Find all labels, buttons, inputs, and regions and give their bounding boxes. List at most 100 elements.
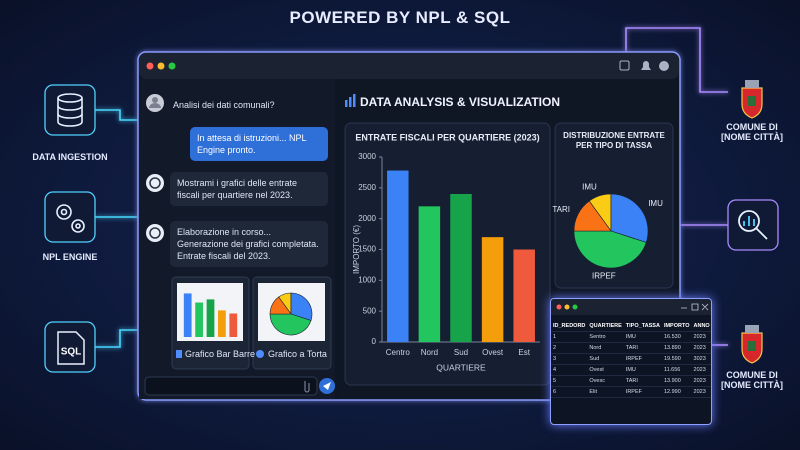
- table-cell: Nord: [587, 342, 624, 354]
- y-tick-label: 1500: [358, 245, 376, 254]
- node-box: [727, 199, 779, 251]
- pie-slice: [573, 230, 647, 269]
- thumbnail-label[interactable]: Grafico a Torta: [268, 349, 327, 359]
- crest-icon: [741, 325, 763, 364]
- y-tick-label: 0: [372, 337, 377, 346]
- table-cell: 13.900: [661, 375, 692, 387]
- y-axis-label: IMPORTO (€): [352, 225, 361, 274]
- table-cell: 2023: [691, 342, 711, 354]
- table-cell: Ovest: [587, 364, 624, 376]
- table-cell: 2: [551, 342, 588, 354]
- table-cell: IRPEF: [623, 386, 662, 398]
- gears-icon: [56, 204, 85, 233]
- table-cell: 2023: [691, 375, 711, 387]
- pie-slice: [610, 193, 649, 243]
- window-dot[interactable]: [146, 62, 154, 70]
- table-cell: IMU: [623, 331, 662, 343]
- pie-label: IMU: [648, 199, 663, 208]
- y-tick-label: 3000: [358, 152, 376, 161]
- pie-chart: IMU IMU IRPEF TARI: [552, 182, 663, 280]
- bar: [418, 206, 441, 342]
- window-dot[interactable]: [564, 304, 570, 310]
- pie-slice: [269, 313, 312, 336]
- table-row: 1 Sentro IMU 16.530 2023: [551, 331, 711, 343]
- node-label: DATA INGESTION: [32, 152, 108, 162]
- pie-label: TARI: [552, 205, 570, 214]
- connector: [95, 109, 138, 121]
- bar: [481, 237, 504, 342]
- bar: [450, 194, 472, 342]
- search-icon: [738, 210, 768, 240]
- table-cell: 3023: [691, 353, 711, 365]
- node-label: NPL ENGINE: [42, 252, 98, 262]
- window-icon[interactable]: [619, 60, 630, 71]
- table-cell: TARI: [623, 375, 662, 387]
- table-cell: 12.990: [661, 386, 692, 398]
- mini-pie-chart: [269, 292, 313, 336]
- thumbnail-label[interactable]: Grafico Bar Barre: [185, 349, 256, 359]
- bar: [387, 170, 409, 342]
- chat-message: Elaborazione in corso... Generazione dei…: [170, 221, 328, 267]
- table-title-bar: [551, 299, 711, 315]
- bar-chart: ENTRATE FISCALI PER QUARTIERE (2023) IMPO…: [352, 132, 540, 372]
- pie-slice: [269, 296, 292, 315]
- title-bar: [139, 53, 679, 79]
- window-dot[interactable]: [157, 62, 165, 70]
- bell-icon[interactable]: [641, 61, 651, 70]
- x-tick-label: Nord: [421, 348, 438, 357]
- table-cell: 13.890: [661, 342, 692, 354]
- database-icon: [57, 93, 83, 127]
- table-row: 2 Nord TARI 13.890 2023: [551, 342, 711, 354]
- crest-icon: [741, 80, 763, 119]
- chat-input[interactable]: [144, 376, 318, 396]
- chat-message: Mostrami i grafici delle entrate fiscali…: [170, 172, 328, 206]
- table-row: 3 Sud IRPEF 19.590 3023: [551, 353, 711, 365]
- table-cell: 2023: [691, 331, 711, 343]
- x-axis-label: QUARTIERE: [436, 362, 486, 372]
- bar: [206, 299, 215, 337]
- connector: [625, 27, 728, 93]
- page-title: POWERED BY NPL & SQL: [289, 8, 511, 27]
- node-box: [44, 191, 96, 243]
- y-tick-label: 1000: [358, 275, 376, 284]
- pie-slice: [573, 200, 612, 232]
- table-cell: QUARTIERE: [587, 321, 624, 332]
- window-dot[interactable]: [572, 304, 578, 310]
- attach-icon[interactable]: [304, 381, 310, 393]
- sql-icon-text: SQL: [61, 347, 82, 358]
- avatar-icon[interactable]: [659, 61, 669, 71]
- table-row: ID_REDORD QUARTIERE TIPO_TASSA IMPORTO ANNO: [551, 321, 711, 332]
- table-cell: Elit: [587, 386, 624, 398]
- bot-avatar: [146, 224, 164, 242]
- table-cell: IRPEF: [623, 353, 662, 365]
- window-dot[interactable]: [168, 62, 176, 70]
- table-cell: 6: [551, 386, 588, 398]
- pie-label: IRPEF: [592, 272, 616, 281]
- y-tick-label: 500: [363, 306, 377, 315]
- data-table: ID_REDORD QUARTIERE TIPO_TASSA IMPORTO ANNO 1…: [551, 321, 711, 398]
- table-cell: IMU: [623, 364, 662, 376]
- x-tick-label: Centro: [386, 348, 411, 357]
- panel-icon: [345, 94, 356, 107]
- sql-icon: SQL: [57, 331, 85, 365]
- bar: [218, 310, 226, 337]
- y-tick-label: 2500: [358, 183, 376, 192]
- x-tick-label: Est: [518, 348, 530, 357]
- table-cell: 16.530: [661, 331, 692, 343]
- chat-message: Analisi dei dati comunali?: [173, 100, 275, 110]
- node-label: COMUNE DI [NOME CITTÀ]: [721, 122, 783, 142]
- thumbnail-icon: [176, 350, 182, 358]
- table-cell: 11.656: [661, 364, 692, 376]
- table-cell: 19.590: [661, 353, 692, 365]
- y-tick-label: 2000: [358, 214, 376, 223]
- pie-label: IMU: [582, 182, 597, 191]
- thumbnail-icon: [256, 350, 264, 358]
- table-window: ID_REDORD QUARTIERE TIPO_TASSA IMPORTO ANNO 1…: [550, 298, 712, 425]
- table-cell: 4: [551, 364, 588, 376]
- connector: [95, 329, 138, 348]
- window-dot[interactable]: [556, 304, 562, 310]
- node-label: COMUNE DI [NOME CITTÀ]: [721, 370, 783, 390]
- bar: [229, 313, 238, 337]
- table-cell: Sud: [587, 353, 624, 365]
